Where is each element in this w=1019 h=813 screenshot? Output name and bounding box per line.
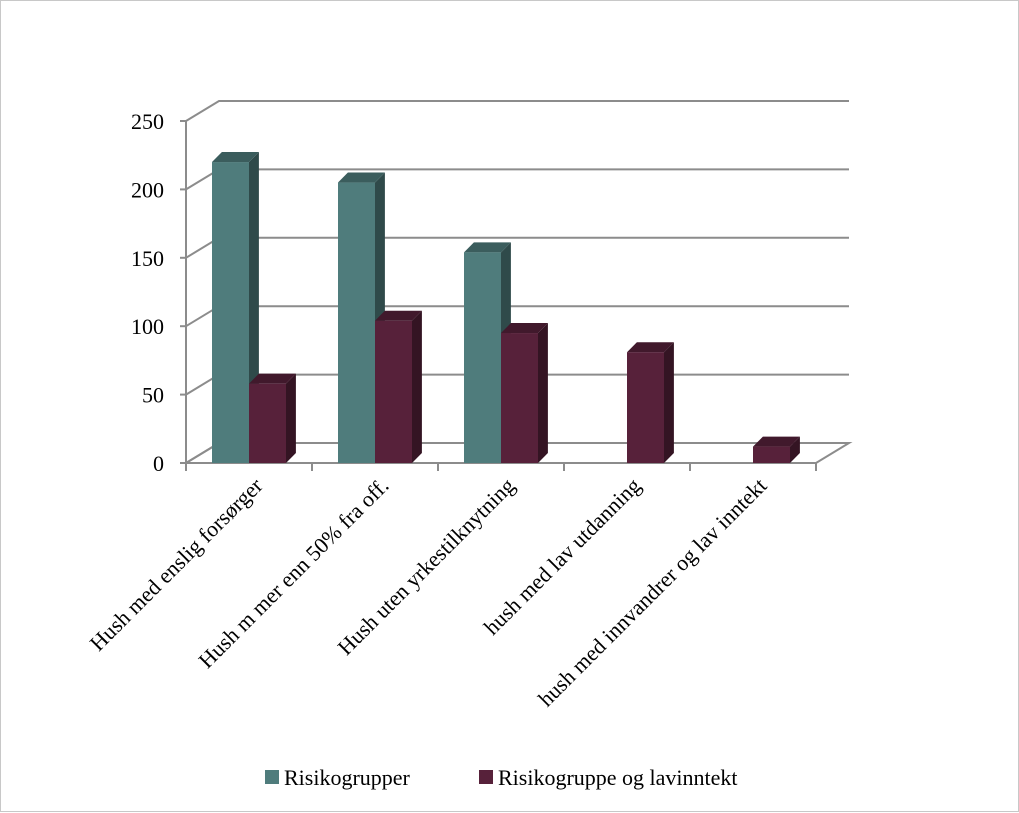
bar-top: [627, 342, 674, 353]
bar: [338, 172, 385, 463]
bar-top: [501, 323, 548, 334]
bar: [249, 373, 296, 463]
legend-item: Risikogruppe og lavinntekt: [479, 765, 738, 790]
x-category-label: hush med innvandrer og lav inntekt: [533, 473, 771, 711]
bars-layer: [212, 152, 800, 464]
bar-front: [464, 252, 501, 463]
bar-front: [375, 320, 412, 463]
bar-side: [412, 310, 422, 463]
y-tick-label: 150: [131, 246, 164, 271]
y-tick-labels: 0 50 100 150 200 250: [131, 109, 164, 476]
legend-label: Risikogrupper: [284, 765, 411, 790]
y-tick-label: 250: [131, 109, 164, 134]
gridline: [185, 100, 849, 122]
bar-front: [501, 333, 538, 463]
legend-swatch: [479, 770, 493, 784]
bar: [375, 310, 422, 463]
y-tick-label: 100: [131, 314, 164, 339]
gridline: [185, 236, 849, 259]
bar: [627, 342, 674, 463]
gridline: [185, 168, 849, 191]
bar-top: [338, 172, 385, 183]
bar-top: [375, 310, 422, 321]
bar-side: [790, 436, 800, 463]
bar-top: [212, 152, 259, 163]
legend-label: Risikogruppe og lavinntekt: [498, 765, 738, 790]
bar-top: [249, 373, 296, 384]
bar-front: [338, 182, 375, 463]
bar-front: [249, 383, 286, 463]
bar-side: [286, 373, 296, 463]
axis-layer: [180, 120, 817, 471]
bar: [753, 436, 800, 463]
y-tick-label: 200: [131, 177, 164, 202]
legend: Risikogrupper Risikogruppe og lavinntekt: [265, 765, 738, 790]
legend-swatch: [265, 770, 279, 784]
legend-item: Risikogrupper: [265, 765, 411, 790]
bar-front: [753, 446, 790, 463]
y-tick-label: 0: [153, 451, 164, 476]
bar: [501, 323, 548, 463]
y-tick-label: 50: [142, 383, 164, 408]
bar-top: [753, 436, 800, 447]
bar-side: [664, 342, 674, 463]
bar-top: [464, 242, 511, 253]
bar-front: [627, 352, 664, 463]
bar-front: [212, 162, 249, 464]
bar-side: [538, 323, 548, 463]
